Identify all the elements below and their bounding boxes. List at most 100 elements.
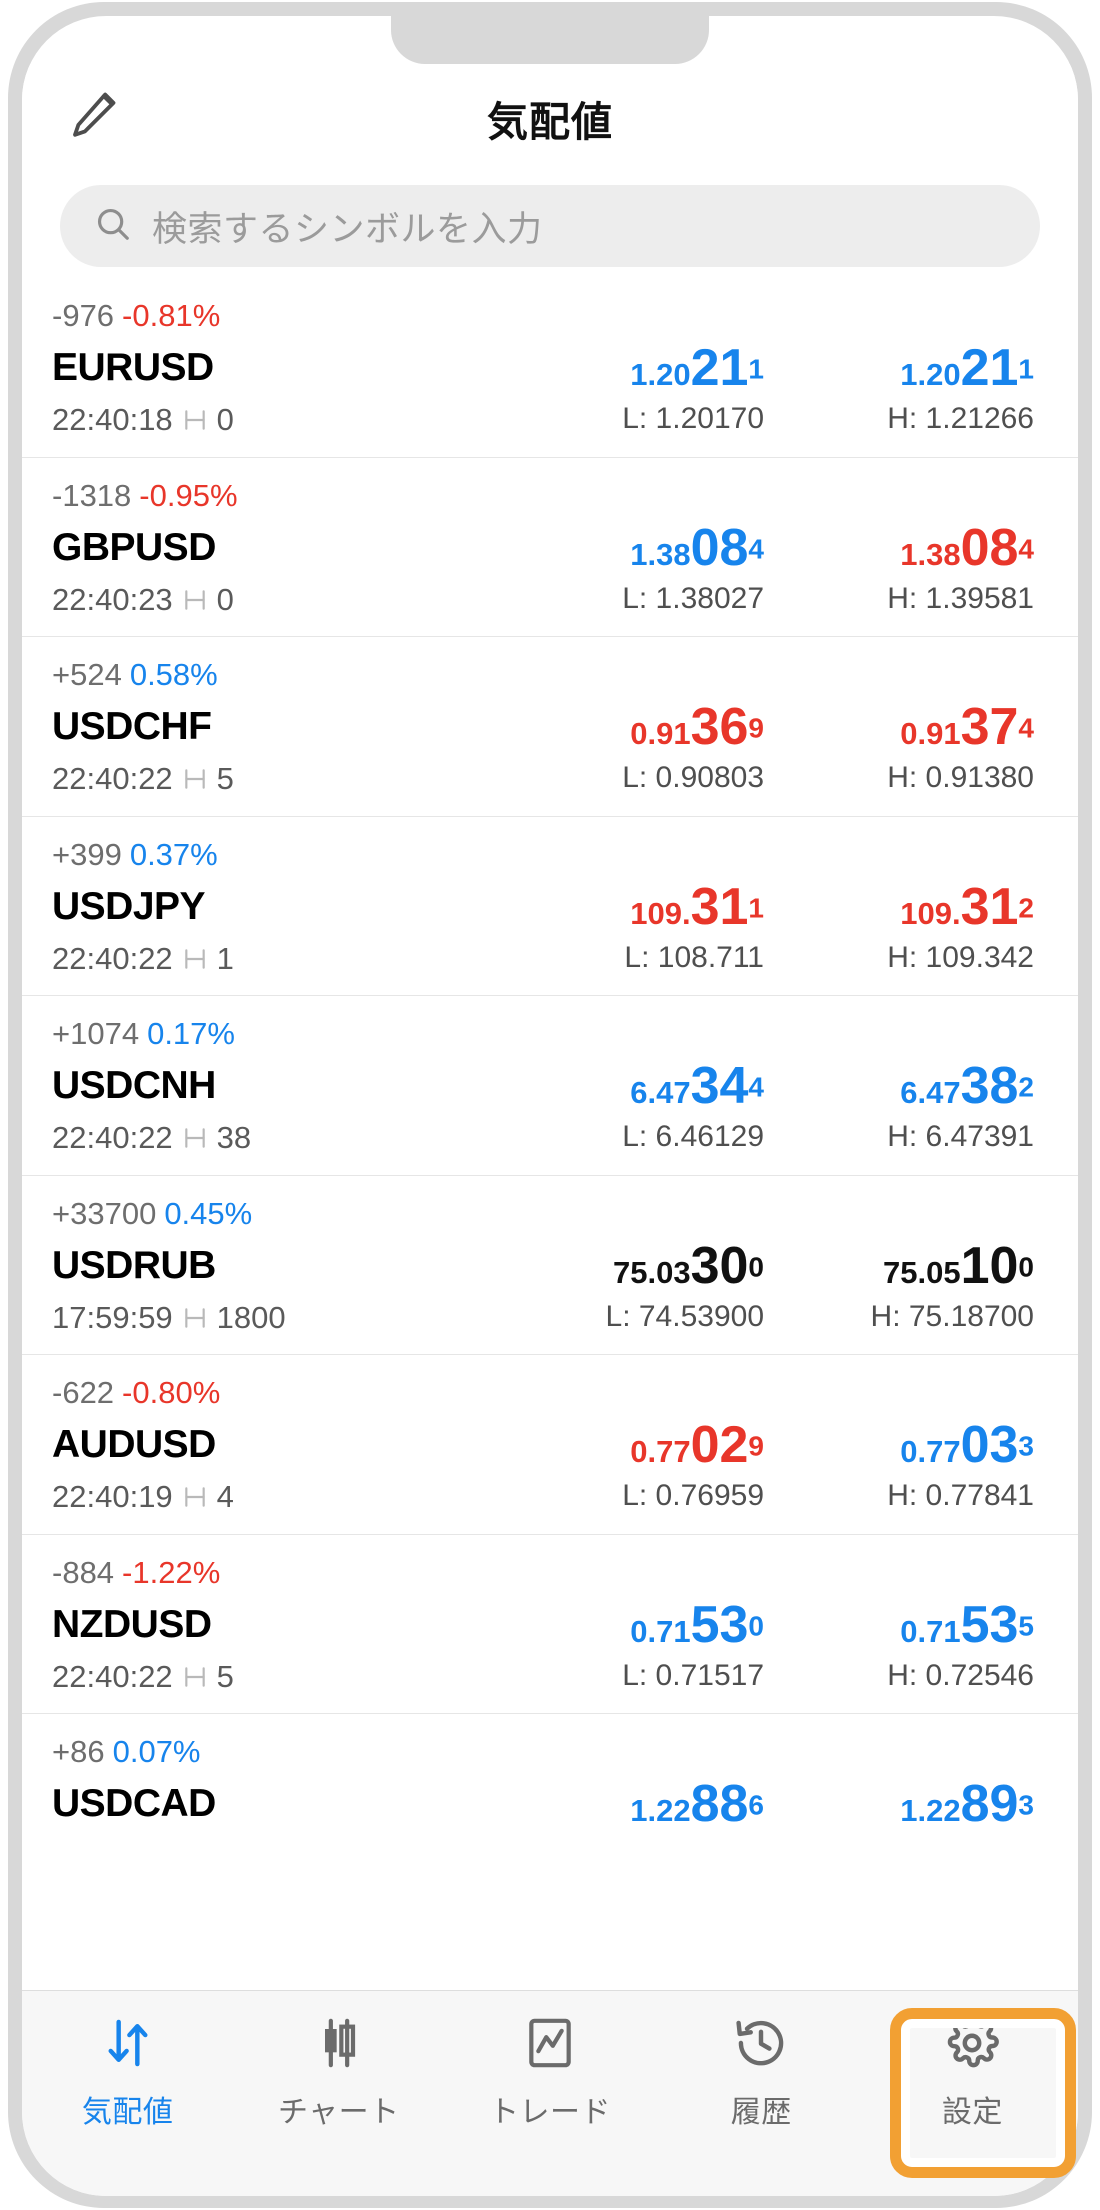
price-main-digits: 34 <box>690 1057 749 1115</box>
tab-label: 設定 <box>941 2096 1003 2129</box>
market-watch-list[interactable]: -976 -0.81% EURUSD 22:40:18 0 1.20211 1.2… <box>22 278 1078 1990</box>
change-points: +1074 <box>52 1016 140 1051</box>
ask-price[interactable]: 0.77033 <box>764 1419 1034 1471</box>
change-points: +524 <box>52 657 122 692</box>
price-integer-part: 6.47 <box>900 1075 961 1110</box>
quote-time: 22:40:23 <box>52 581 173 617</box>
price-main-digits: 21 <box>960 339 1019 397</box>
ask-price[interactable]: 0.91374 <box>764 701 1034 753</box>
quote-time: 22:40:22 <box>52 761 173 796</box>
price-integer-part: 6.47 <box>630 1075 691 1110</box>
bid-price[interactable]: 0.77029 <box>494 1419 764 1471</box>
price-integer-part: 109. <box>630 895 691 931</box>
quote-row[interactable]: +524 0.58% USDCHF 22:40:22 5 0.91369 0.91… <box>22 637 1078 817</box>
tab-label: チャート <box>277 2096 400 2129</box>
bid-price[interactable]: 0.91369 <box>494 701 764 753</box>
bid-price[interactable]: 6.47344 <box>494 1060 764 1112</box>
price-main-digits: 02 <box>690 1416 749 1474</box>
tab-label: トレード <box>489 2096 611 2129</box>
price-integer-part: 75.05 <box>883 1254 961 1290</box>
quote-row[interactable]: -884 -1.22% NZDUSD 22:40:22 5 0.71530 0.7… <box>22 1535 1078 1714</box>
quote-time-spread: 22:40:22 5 <box>52 1659 494 1695</box>
quote-row[interactable]: +86 0.07% USDCAD 1.22886 1.22893 <box>22 1714 1078 1894</box>
price-fraction-digit: 6 <box>748 1789 764 1821</box>
day-low: L: 1.38027 <box>622 581 764 615</box>
change-percent: -0.80% <box>122 1375 221 1410</box>
tab-history-clock[interactable]: 履歴 <box>656 1991 867 2196</box>
change-points: -884 <box>52 1554 115 1590</box>
tab-line-chart[interactable]: トレード <box>444 1991 655 2196</box>
price-main-digits: 31 <box>690 877 749 936</box>
ask-price[interactable]: 1.20211 <box>764 342 1034 394</box>
price-fraction-digit: 1 <box>1018 353 1034 385</box>
day-high: H: 1.39581 <box>887 581 1034 615</box>
change-points: -622 <box>52 1375 115 1410</box>
price-main-digits: 37 <box>960 698 1019 756</box>
price-integer-part: 0.91 <box>630 716 691 751</box>
quote-row[interactable]: -976 -0.81% EURUSD 22:40:18 0 1.20211 1.2… <box>22 278 1078 458</box>
symbol-name: USDCAD <box>52 1782 216 1825</box>
change-percent: 0.17% <box>147 1016 235 1051</box>
price-fraction-digit: 3 <box>1018 1430 1034 1462</box>
spread-value: 5 <box>216 761 234 796</box>
change-line: +86 0.07% <box>52 1734 494 1770</box>
search-input[interactable]: 検索するシンボルを入力 <box>60 185 1040 267</box>
quote-time: 22:40:19 <box>52 1479 173 1514</box>
spread-icon <box>182 407 208 433</box>
day-high: H: 0.77841 <box>887 1479 1034 1512</box>
quote-row[interactable]: +399 0.37% USDJPY 22:40:22 1 109.311 109.… <box>22 817 1078 996</box>
bid-price[interactable]: 75.03300 <box>494 1240 764 1292</box>
bid-price[interactable]: 1.22886 <box>494 1778 764 1830</box>
tab-candlestick[interactable]: チャート <box>233 1991 444 2196</box>
price-fraction-digit: 4 <box>748 533 764 565</box>
price-main-digits: 36 <box>690 698 749 756</box>
bottom-tab-bar[interactable]: 気配値 チャート トレード 履歴 設定 <box>22 1990 1078 2196</box>
history-clock-icon <box>733 2013 789 2073</box>
device-screen: 気配値 検索するシンボルを入力 -976 -0.81% EURUSD <box>22 16 1078 2196</box>
price-main-digits: 53 <box>960 1595 1019 1654</box>
change-percent: 0.58% <box>129 657 218 692</box>
edit-symbols-button[interactable] <box>58 82 128 152</box>
ask-price[interactable]: 109.312 <box>764 881 1034 933</box>
ask-price[interactable]: 75.05100 <box>764 1240 1034 1292</box>
quote-row[interactable]: +1074 0.17% USDCNH 22:40:22 38 6.47344 6.… <box>22 996 1078 1176</box>
gear-icon <box>944 2013 1000 2073</box>
price-fraction-digit: 9 <box>748 1430 764 1462</box>
price-integer-part: 1.22 <box>900 1793 961 1828</box>
change-line: +33700 0.45% <box>52 1196 494 1232</box>
price-main-digits: 08 <box>960 518 1019 577</box>
bid-price[interactable]: 1.20211 <box>494 342 764 394</box>
quote-row[interactable]: +33700 0.45% USDRUB 17:59:59 1800 75.0330… <box>22 1176 1078 1355</box>
bid-price[interactable]: 1.38084 <box>494 522 764 574</box>
price-fraction-digit: 0 <box>748 1251 764 1283</box>
page-title: 気配値 <box>487 99 613 145</box>
bid-price[interactable]: 0.71530 <box>494 1599 764 1651</box>
price-main-digits: 10 <box>960 1236 1019 1295</box>
change-percent: 0.45% <box>164 1195 253 1231</box>
spread-icon <box>182 587 208 613</box>
symbol-name: USDRUB <box>52 1243 216 1287</box>
day-low: L: 1.20170 <box>622 402 764 435</box>
ask-price[interactable]: 0.71535 <box>764 1599 1034 1651</box>
quote-time-spread: 22:40:22 1 <box>52 941 494 977</box>
ask-price[interactable]: 1.38084 <box>764 522 1034 574</box>
quote-row[interactable]: -622 -0.80% AUDUSD 22:40:19 4 0.77029 0.7… <box>22 1355 1078 1535</box>
change-line: +399 0.37% <box>52 837 494 873</box>
price-integer-part: 109. <box>900 895 961 931</box>
symbol-name: EURUSD <box>52 346 214 389</box>
day-low: L: 74.53900 <box>605 1299 764 1333</box>
ask-price[interactable]: 1.22893 <box>764 1778 1034 1830</box>
symbol-name: GBPUSD <box>52 525 216 569</box>
search-bar-container: 検索するシンボルを入力 <box>22 174 1078 278</box>
tab-arrows-up-down[interactable]: 気配値 <box>22 1991 233 2196</box>
price-integer-part: 1.38 <box>900 536 961 572</box>
price-main-digits: 38 <box>960 1057 1019 1115</box>
bid-price[interactable]: 109.311 <box>494 881 764 933</box>
price-integer-part: 1.20 <box>630 357 691 392</box>
symbol-name: USDJPY <box>52 884 206 928</box>
quote-row[interactable]: -1318 -0.95% GBPUSD 22:40:23 0 1.38084 1.… <box>22 458 1078 637</box>
tab-gear[interactable]: 設定 <box>867 1991 1078 2196</box>
arrows-up-down-icon <box>100 2013 156 2073</box>
spread-value: 0 <box>216 402 234 437</box>
ask-price[interactable]: 6.47382 <box>764 1060 1034 1112</box>
